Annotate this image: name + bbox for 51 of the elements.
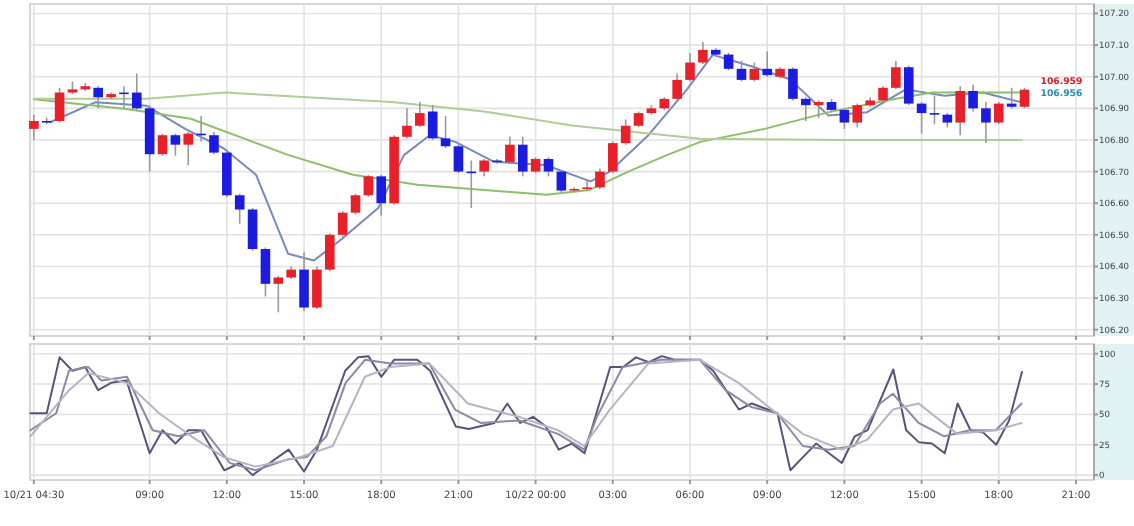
- candlestick: [993, 101, 1004, 125]
- candlestick: [29, 113, 39, 141]
- candlestick: [556, 169, 567, 193]
- candlestick: [505, 136, 515, 165]
- candlestick: [324, 232, 335, 272]
- candlestick: [440, 115, 451, 149]
- candlestick: [209, 131, 219, 155]
- candlestick: [363, 173, 374, 198]
- candlestick: [595, 167, 605, 190]
- candlestick: [955, 85, 965, 137]
- candlestick: [672, 72, 682, 102]
- candlestick: [698, 41, 708, 65]
- candlestick: [247, 207, 258, 252]
- candlestick: [157, 132, 168, 157]
- candlestick: [685, 52, 695, 83]
- candlestick: [891, 60, 901, 91]
- candlestick: [749, 61, 760, 83]
- candlestick: [968, 83, 978, 113]
- candlestick: [312, 265, 322, 310]
- candlestick: [427, 104, 438, 141]
- candlestick: [234, 192, 245, 225]
- candlestick: [981, 101, 991, 144]
- candlestick: [608, 140, 618, 174]
- candlestick: [543, 156, 554, 178]
- candlestick: [299, 251, 309, 312]
- candlestick: [762, 50, 773, 78]
- candlestick: [517, 136, 528, 178]
- candlestick: [801, 96, 811, 122]
- candlestick: [736, 60, 747, 83]
- candlestick: [376, 173, 387, 217]
- candlestick: [402, 107, 412, 140]
- candlestick: [1006, 86, 1017, 110]
- candlestick: [929, 94, 940, 125]
- candlestick: [415, 101, 425, 129]
- candlestick: [620, 118, 631, 146]
- candlestick: [222, 150, 232, 198]
- candlestick: [350, 192, 361, 216]
- candlestick: [183, 131, 194, 167]
- candlestick: [788, 66, 798, 102]
- candlestick: [144, 104, 155, 173]
- candlestick: [582, 180, 592, 192]
- candlestick: [852, 102, 863, 129]
- candlestick: [903, 64, 914, 106]
- candlestick: [54, 86, 65, 124]
- candlestick: [170, 132, 181, 157]
- candlestick: [839, 107, 850, 130]
- candlestick: [453, 143, 464, 174]
- candlestick: [93, 85, 103, 110]
- candlestick: [260, 246, 271, 298]
- candlestick: [1019, 86, 1030, 110]
- candlestick: [337, 210, 348, 238]
